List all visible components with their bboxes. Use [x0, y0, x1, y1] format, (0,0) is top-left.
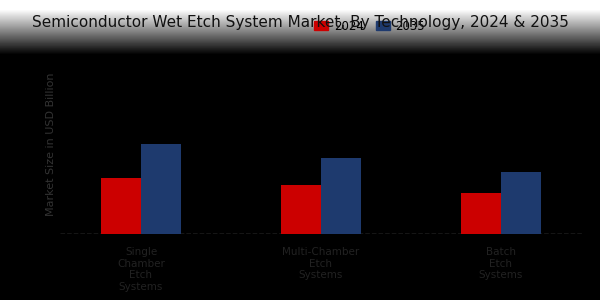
- Text: Semiconductor Wet Etch System Market, By Technology, 2024 & 2035: Semiconductor Wet Etch System Market, By…: [32, 15, 568, 30]
- Bar: [281, 185, 321, 234]
- Bar: [321, 158, 361, 234]
- Legend: 2024, 2035: 2024, 2035: [309, 15, 430, 37]
- Y-axis label: Market Size in USD Billion: Market Size in USD Billion: [46, 72, 56, 216]
- Bar: [101, 178, 141, 234]
- Bar: [141, 144, 181, 234]
- Bar: [501, 172, 541, 234]
- Bar: [461, 193, 501, 234]
- Text: 2.0: 2.0: [112, 166, 131, 176]
